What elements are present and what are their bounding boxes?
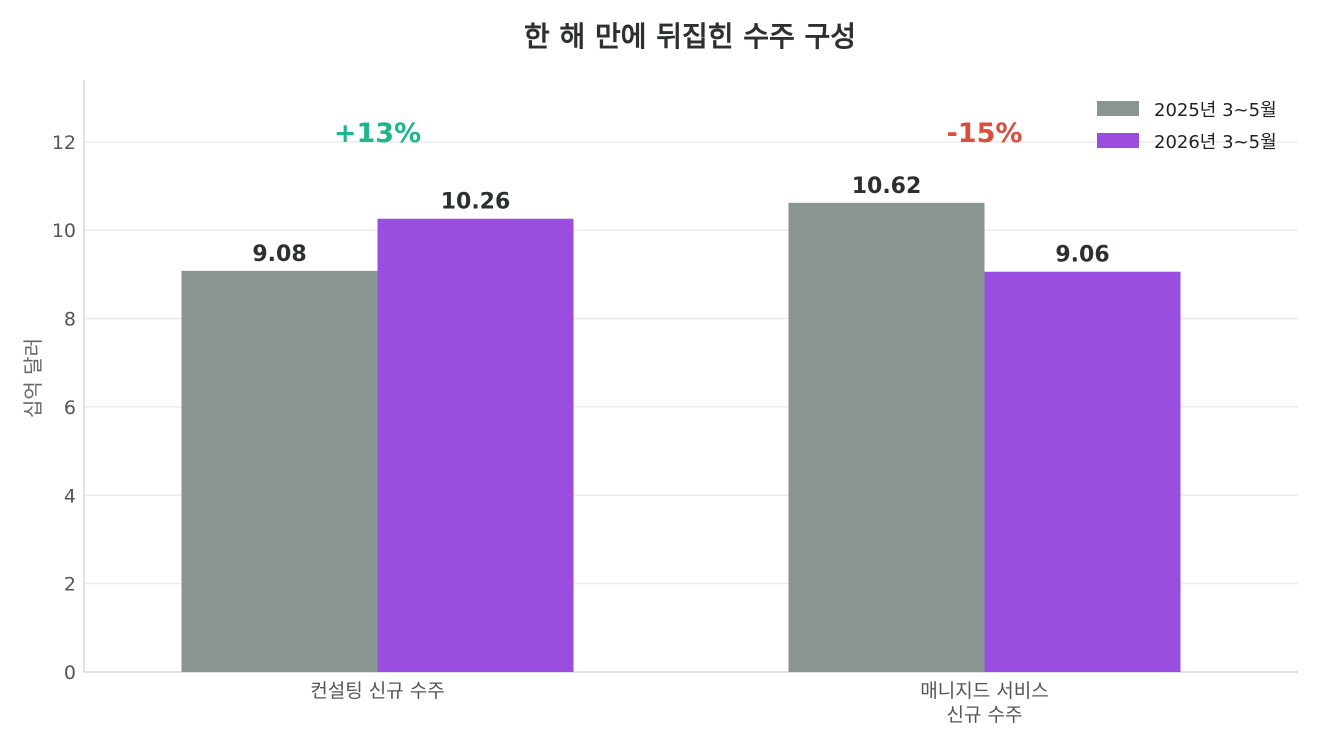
x-tick-label: 컨설팅 신규 수주 [310, 680, 444, 702]
x-tick-label: 매니지드 서비스 [920, 680, 1048, 702]
legend: 2025년 3~5월 2026년 3~5월 [1097, 100, 1277, 153]
chart-title: 한 해 만에 뒤집힌 수주 구성 [524, 20, 856, 53]
bar-value-label: 9.08 [252, 242, 306, 267]
bar [181, 270, 378, 672]
y-tick-label: 6 [64, 397, 76, 419]
bars [181, 202, 1181, 672]
legend-swatch [1097, 101, 1139, 116]
y-tick-label: 2 [64, 574, 76, 596]
bar [377, 218, 574, 672]
bar [984, 271, 1181, 672]
bar-value-label: 9.06 [1055, 243, 1109, 268]
value-labels: 9.08 10.26 10.62 9.06 +13% -15% [252, 118, 1109, 268]
y-axis-label: 십억 달러 [21, 338, 45, 418]
y-tick-label: 0 [64, 662, 76, 684]
y-tick-label: 10 [52, 220, 76, 242]
y-tick-label: 8 [64, 309, 76, 331]
bar-value-label: 10.62 [852, 174, 922, 199]
x-tick-label: 신규 수주 [947, 704, 1023, 726]
change-annotation: -15% [947, 118, 1023, 149]
change-annotation: +13% [334, 118, 421, 149]
legend-label: 2026년 3~5월 [1154, 132, 1277, 153]
bar-value-label: 10.26 [441, 190, 511, 215]
y-tick-label: 4 [64, 485, 76, 507]
legend-swatch [1097, 133, 1139, 148]
bar [788, 202, 985, 672]
legend-label: 2025년 3~5월 [1154, 100, 1277, 121]
y-tick-label: 12 [52, 132, 76, 154]
